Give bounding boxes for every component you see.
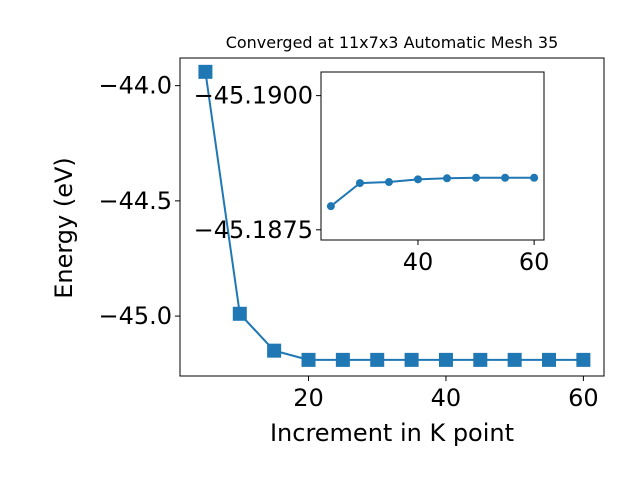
y-tick-label: −44.0 — [98, 72, 172, 100]
data-point — [404, 352, 419, 367]
x-tick-label: 60 — [568, 384, 599, 412]
main-plot-area: 20 40 60 −44.0 −44.5 −45.0 — [98, 57, 605, 412]
data-point — [542, 352, 557, 367]
data-point — [335, 352, 350, 367]
data-point — [267, 343, 282, 358]
data-point — [198, 64, 213, 79]
y-tick-label: −44.5 — [98, 187, 172, 215]
data-point — [473, 352, 488, 367]
y-tick-label: −45.0 — [98, 302, 172, 330]
inset-background — [321, 72, 544, 240]
inset-data-point — [384, 178, 393, 187]
inset-data-point — [326, 202, 335, 211]
inset-data-point — [530, 173, 539, 182]
data-point — [301, 352, 316, 367]
inset-data-point — [472, 173, 481, 182]
inset-plot: 40 60 −45.1900 −45.1875 — [194, 71, 550, 276]
data-point — [507, 352, 522, 367]
inset-data-point — [501, 173, 510, 182]
frame — [179, 57, 605, 377]
x-tick-label: 20 — [293, 384, 324, 412]
inset-x-tick-label: 60 — [519, 248, 550, 276]
data-point — [232, 306, 247, 321]
inset-y-tick-label: −45.1900 — [194, 82, 313, 110]
inset-y-tick-label: −45.1875 — [194, 216, 313, 244]
inset-data-point — [413, 175, 422, 184]
inset-frame — [320, 71, 545, 241]
inset-data-point — [443, 174, 452, 183]
data-point — [370, 352, 385, 367]
inset-series-line — [330, 176, 535, 207]
y-axis-label: Energy (eV) — [50, 157, 78, 299]
inset-x-tick-label: 40 — [403, 248, 434, 276]
x-axis-label: Increment in K point — [270, 419, 514, 447]
chart-title: Converged at 11x7x3 Automatic Mesh 35 — [226, 33, 559, 52]
data-point — [576, 352, 591, 367]
x-tick-label: 40 — [431, 384, 462, 412]
data-point — [438, 352, 453, 367]
inset-data-point — [355, 179, 364, 188]
